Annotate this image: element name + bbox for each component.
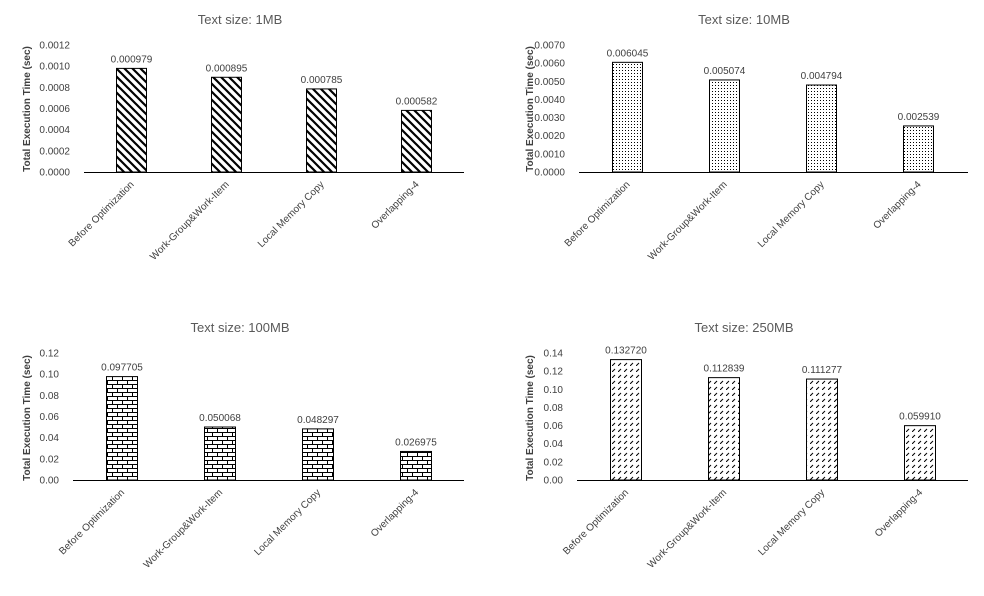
bar <box>106 376 138 481</box>
bar <box>302 428 334 481</box>
category-label: Local Memory Copy <box>756 179 827 250</box>
y-tick-label: 0.02 <box>544 457 564 468</box>
y-tick-label: 0.00 <box>544 476 564 487</box>
y-tick-label: 0.0008 <box>39 83 70 94</box>
bars: 0.132720 Before Optimization 0.112839 Work-… <box>561 346 941 571</box>
bar <box>903 125 934 173</box>
y-tick-label: 0.0000 <box>39 168 70 179</box>
bar <box>904 425 936 481</box>
bar <box>400 450 432 481</box>
bar <box>708 377 740 481</box>
y-tick-label: 0.0020 <box>534 131 565 142</box>
chart-panel-2: Text size: 10MB Total Execution Time (se… <box>525 12 968 263</box>
bars: 0.006045 Before Optimization 0.005074 Work-… <box>563 48 940 262</box>
y-tick-label: 0.0040 <box>534 95 565 106</box>
bar <box>806 378 838 481</box>
bar <box>401 109 432 173</box>
y-tick-label: 0.02 <box>40 454 60 465</box>
data-label: 0.059910 <box>899 412 941 423</box>
data-label: 0.004794 <box>801 71 843 82</box>
data-label: 0.132720 <box>605 346 647 357</box>
data-label: 0.111277 <box>802 365 843 376</box>
category-label: Overlapping-4 <box>871 179 924 232</box>
bars: 0.097705 Before Optimization 0.050068 Work-… <box>57 363 437 571</box>
category-label: Local Memory Copy <box>256 179 327 250</box>
y-tick-label: 0.0000 <box>534 168 565 179</box>
category-label: Work-Group&Work-Item <box>148 179 231 262</box>
y-tick-label: 0.0012 <box>39 41 70 52</box>
y-tick-label: 0.04 <box>544 439 564 450</box>
category-label: Local Memory Copy <box>756 487 827 558</box>
chart-title: Text size: 250MB <box>695 320 794 335</box>
y-tick-label: 0.14 <box>544 349 564 360</box>
y-tick-label: 0.08 <box>40 391 60 402</box>
y-axis-title: Total Execution Time (sec) <box>22 355 33 481</box>
y-axis-title: Total Execution Time (sec) <box>22 46 33 172</box>
category-label: Overlapping-4 <box>369 179 422 232</box>
category-label: Before Optimization <box>563 179 633 249</box>
y-tick-label: 0.0070 <box>534 41 565 52</box>
category-label: Before Optimization <box>57 487 127 557</box>
data-label: 0.000785 <box>301 75 343 86</box>
bar <box>211 76 242 173</box>
y-tick-label: 0.12 <box>544 367 564 378</box>
chart-panel-3: Text size: 100MB Total Execution Time (s… <box>22 320 464 571</box>
y-tick-label: 0.0006 <box>39 104 70 115</box>
y-tick-label: 0.0060 <box>534 59 565 70</box>
y-tick-label: 0.08 <box>544 403 564 414</box>
data-label: 0.026975 <box>395 437 437 448</box>
category-label: Work-Group&Work-Item <box>646 487 729 570</box>
y-axis-ticks: 0.0000 0.0010 0.0020 0.0030 0.0040 0.0050 0.00… <box>534 41 565 179</box>
category-label: Work-Group&Work-Item <box>142 487 225 570</box>
y-tick-label: 0.04 <box>40 433 60 444</box>
y-axis-ticks: 0.00 0.02 0.04 0.06 0.08 0.10 0.12 <box>40 349 60 487</box>
y-tick-label: 0.00 <box>40 476 60 487</box>
data-label: 0.048297 <box>297 415 339 426</box>
y-tick-label: 0.12 <box>40 349 60 360</box>
category-label: Overlapping-4 <box>873 487 926 540</box>
y-tick-label: 0.0050 <box>534 77 565 88</box>
y-tick-label: 0.10 <box>40 370 60 381</box>
y-tick-label: 0.0010 <box>39 62 70 73</box>
bar <box>204 426 236 481</box>
data-label: 0.112839 <box>704 364 745 375</box>
bar <box>612 61 643 173</box>
y-tick-label: 0.0030 <box>534 113 565 124</box>
y-tick-label: 0.0004 <box>39 125 70 136</box>
bar <box>116 67 147 173</box>
chart-panel-4: Text size: 250MB Total Execution Time (s… <box>525 320 968 571</box>
bar <box>306 88 337 173</box>
data-label: 0.002539 <box>898 112 940 123</box>
data-label: 0.000979 <box>111 54 153 65</box>
bars: 0.000979 Before Optimization 0.000895 Work-… <box>67 54 438 262</box>
chart-title: Text size: 1MB <box>198 12 283 27</box>
y-axis-title: Total Execution Time (sec) <box>525 355 536 481</box>
y-axis-ticks: 0.0000 0.0002 0.0004 0.0006 0.0008 0.0010 0.00… <box>39 41 70 179</box>
category-label: Before Optimization <box>67 179 137 249</box>
bar <box>709 79 740 173</box>
y-tick-label: 0.10 <box>544 385 564 396</box>
bar <box>806 84 837 173</box>
data-label: 0.000582 <box>396 96 438 107</box>
bar <box>610 359 642 481</box>
y-axis-ticks: 0.00 0.02 0.04 0.06 0.08 0.10 0.12 0.14 <box>544 349 564 487</box>
y-tick-label: 0.06 <box>544 421 564 432</box>
y-tick-label: 0.06 <box>40 412 60 423</box>
y-tick-label: 0.0002 <box>39 146 70 157</box>
data-label: 0.050068 <box>199 413 241 424</box>
chart-panel-1: Text size: 1MB Total Execution Time (sec… <box>22 12 464 263</box>
data-label: 0.006045 <box>607 48 649 59</box>
chart-title: Text size: 10MB <box>698 12 790 27</box>
category-label: Overlapping-4 <box>369 487 422 540</box>
y-tick-label: 0.0010 <box>534 149 565 160</box>
category-label: Before Optimization <box>561 487 631 557</box>
data-label: 0.005074 <box>704 66 746 77</box>
category-label: Local Memory Copy <box>252 487 323 558</box>
category-label: Work-Group&Work-Item <box>646 179 729 262</box>
y-axis-title: Total Execution Time (sec) <box>525 46 536 172</box>
chart-title: Text size: 100MB <box>191 320 290 335</box>
data-label: 0.000895 <box>206 63 248 74</box>
data-label: 0.097705 <box>101 363 143 374</box>
